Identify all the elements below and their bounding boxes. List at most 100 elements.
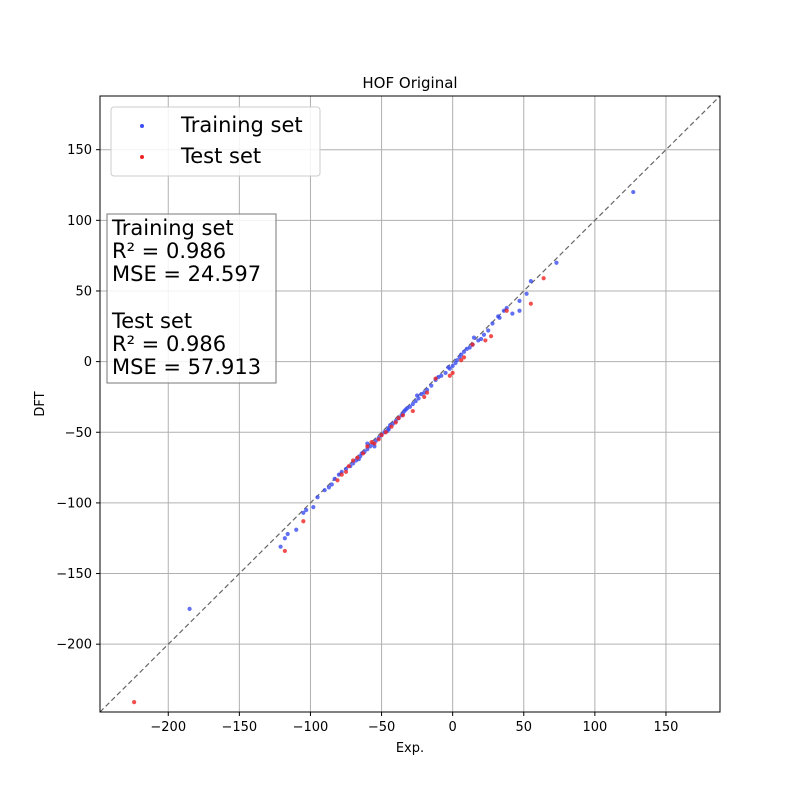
test-point: [383, 430, 388, 435]
test-point: [393, 420, 398, 425]
training-point: [528, 278, 533, 284]
training-point: [486, 328, 491, 333]
chart-title: HOF Original: [362, 74, 457, 92]
test-point: [339, 472, 344, 477]
x-axis-label: Exp.: [396, 741, 424, 756]
test-point: [389, 424, 394, 429]
stats-training-mse: MSE = 24.597: [112, 262, 261, 286]
training-point: [410, 401, 415, 407]
training-point: [517, 308, 522, 313]
test-point: [376, 437, 381, 442]
training-point: [282, 536, 287, 541]
training-point: [304, 507, 309, 513]
x-tick-label: 50: [515, 720, 532, 735]
y-tick-label: −100: [56, 496, 92, 511]
x-tick-label: −150: [221, 720, 257, 735]
test-point: [351, 458, 356, 463]
test-point: [396, 416, 401, 421]
training-point: [510, 311, 515, 316]
training-point: [443, 370, 448, 376]
stats-annotation: Training set R² = 0.986 MSE = 24.597 Tes…: [106, 213, 277, 384]
test-point: [424, 390, 430, 395]
test-point: [355, 455, 360, 460]
training-point: [453, 360, 458, 366]
test-point: [528, 301, 533, 306]
test-point: [335, 478, 340, 483]
test-point: [301, 519, 306, 524]
test-point: [433, 376, 438, 381]
stats-training-heading: Training set: [111, 216, 234, 240]
legend-box: [110, 106, 321, 177]
training-point: [481, 332, 487, 337]
training-point: [429, 383, 434, 388]
training-point: [322, 488, 327, 493]
training-point: [415, 393, 420, 398]
plot-frame: [99, 95, 721, 713]
training-point: [631, 189, 636, 195]
y-tick-label: 50: [75, 284, 92, 299]
test-point: [365, 444, 370, 449]
identity-line: [99, 95, 721, 713]
test-point: [483, 338, 488, 343]
stats-test-heading: Test set: [111, 309, 192, 333]
test-point: [461, 355, 467, 360]
training-point: [476, 338, 481, 343]
training-point: [301, 510, 306, 515]
test-point: [400, 413, 405, 418]
legend-test-marker: [140, 155, 144, 159]
legend: Training set Test set: [110, 106, 321, 177]
training-point: [490, 321, 495, 326]
training-point: [471, 335, 477, 340]
training-point: [554, 260, 559, 265]
test-point: [422, 394, 427, 400]
y-tick-label: −200: [56, 638, 92, 653]
legend-training-marker: [140, 124, 144, 128]
test-point: [504, 308, 509, 313]
training-point: [315, 495, 320, 500]
training-point: [517, 298, 522, 303]
test-point: [346, 464, 351, 469]
test-point: [410, 408, 415, 414]
legend-test-label: Test set: [180, 144, 261, 168]
test-point: [132, 700, 137, 705]
x-tick-label: 100: [582, 720, 607, 735]
stats-test-r2: R² = 0.986: [112, 332, 226, 356]
stats-training-r2: R² = 0.986: [112, 239, 226, 263]
data-points: [132, 189, 636, 705]
training-point: [446, 365, 451, 370]
test-point: [379, 432, 384, 438]
training-point: [419, 392, 424, 397]
training-point: [187, 606, 192, 611]
y-tick-label: 100: [67, 214, 92, 229]
test-point: [360, 451, 366, 456]
test-point: [488, 334, 494, 339]
test-point: [470, 342, 475, 347]
training-point: [450, 363, 455, 368]
y-axis-ticks: −200 −150 −100 −50 0 50 100 150: [56, 143, 100, 653]
x-tick-label: 150: [654, 720, 679, 735]
training-point: [326, 485, 332, 490]
training-point: [496, 314, 501, 319]
test-points: [132, 276, 546, 705]
x-tick-label: −200: [150, 720, 186, 735]
test-point: [447, 373, 452, 378]
training-point: [413, 399, 418, 404]
training-point: [311, 505, 316, 510]
stats-test-mse: MSE = 57.913: [112, 355, 261, 379]
training-point: [461, 349, 467, 354]
legend-training-label: Training set: [180, 113, 303, 137]
training-point: [294, 527, 299, 532]
x-axis-ticks: −200 −150 −100 −50 0 50 100 150: [150, 712, 678, 735]
test-point: [459, 358, 464, 363]
test-point: [450, 370, 455, 376]
training-point: [278, 544, 283, 549]
y-tick-label: 0: [84, 355, 92, 370]
x-tick-label: −100: [293, 720, 329, 735]
test-point: [369, 440, 374, 445]
x-tick-label: −50: [368, 720, 395, 735]
test-point: [282, 548, 287, 554]
training-point: [464, 346, 469, 351]
training-point: [524, 291, 529, 296]
identity-diagonal: [99, 95, 721, 713]
